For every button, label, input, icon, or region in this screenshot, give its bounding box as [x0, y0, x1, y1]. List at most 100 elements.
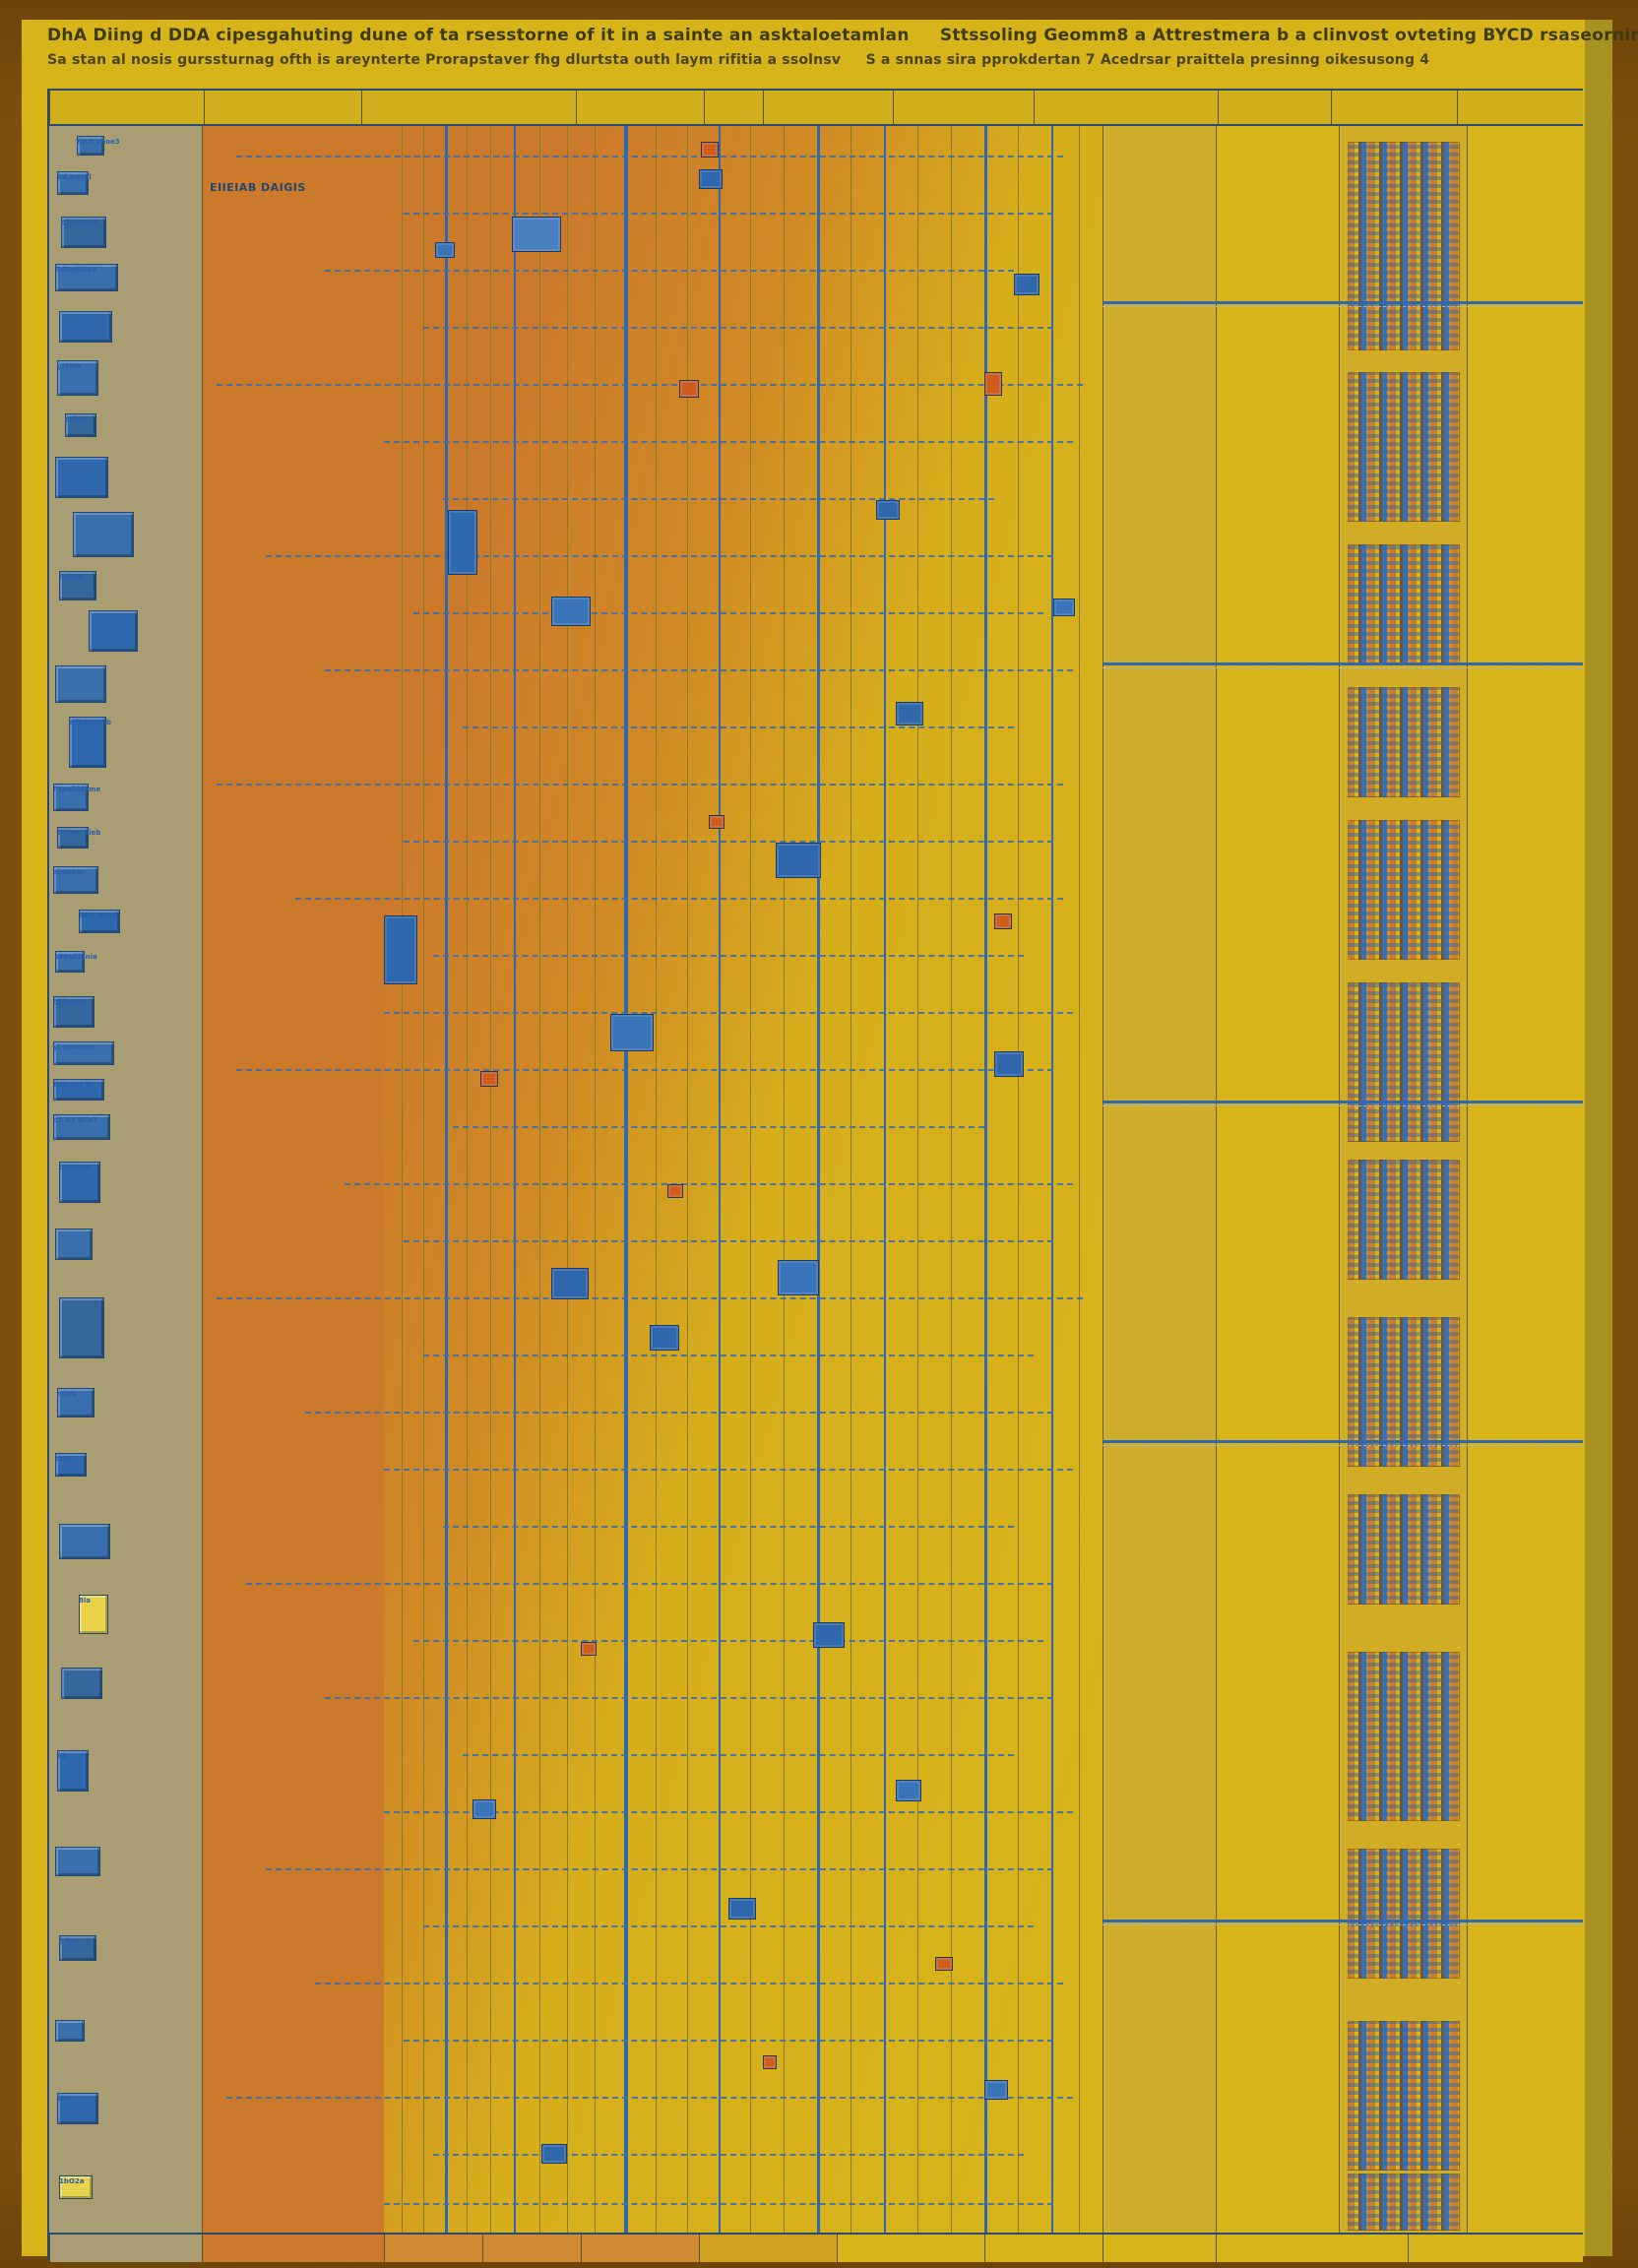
icon-cluster [1348, 982, 1460, 1142]
column-nio-velle [1216, 126, 1339, 2233]
specimen-label: 1bO2a [59, 2177, 85, 2185]
column-ruth-arva [1339, 126, 1467, 2233]
grid-vertical-line [750, 126, 751, 2233]
grid-horizontal-line [384, 1012, 1073, 1014]
title-line-2b: S a snnas sira pprokdertan 7 Acedrsar pr… [865, 52, 1430, 68]
grid-horizontal-line [325, 270, 1014, 272]
specimen-label: 8 ba [59, 1937, 77, 1945]
icon-cluster [1348, 2021, 1460, 2171]
grid-vertical-line [402, 126, 403, 2233]
specimen-label: ailbBece'lb [69, 719, 112, 726]
title-line-2a: Sa stan al nosis gurssturnag ofth is are… [47, 52, 842, 68]
specimen-label: Bahne dieb [57, 829, 101, 837]
grid-horizontal-line [384, 1811, 1073, 1813]
specimen-icon [69, 717, 106, 768]
specimen-icon [79, 1595, 108, 1634]
grid-horizontal-line [413, 1640, 1043, 1642]
grid-horizontal-line [404, 841, 1053, 843]
grid-horizontal-line [433, 955, 1024, 957]
column-header-cell [763, 91, 893, 126]
column-orange-title-layer: EIIEIAB DAIGIS [202, 126, 384, 2233]
icon-cluster [1348, 142, 1460, 350]
footer-cell [1408, 2235, 1583, 2262]
grid-data-box [935, 1957, 953, 1971]
icon-cluster [1348, 544, 1460, 664]
grid-vertical-line [719, 126, 721, 2233]
column-baun [1102, 126, 1216, 2233]
grid-data-box [384, 915, 417, 984]
grid-data-box [728, 1898, 756, 1920]
specimen-label: B89 [57, 2095, 73, 2103]
icon-cluster [1348, 1849, 1460, 1979]
grid-data-box [541, 2144, 567, 2164]
grid-data-box [472, 1799, 496, 1819]
grid-horizontal-line [423, 1354, 1034, 1356]
column-nbas [1467, 126, 1583, 2233]
specimen-label: d5 B3 BllaT [53, 1116, 97, 1124]
grid-vertical-line [984, 126, 987, 2233]
specimen-label: seaellldnia [55, 953, 97, 961]
specimen-icon [59, 1935, 96, 1961]
grid-vertical-line [784, 126, 785, 2233]
grid-data-box [896, 1780, 921, 1801]
specimen-label: Bsm asl lb [53, 1081, 94, 1089]
icon-cluster [1348, 1652, 1460, 1821]
footer-cell [699, 2235, 837, 2262]
specimen-icon [55, 457, 108, 498]
column-header-cell [204, 91, 361, 126]
grid-horizontal-line [295, 898, 1063, 900]
grid-data-box [551, 1268, 589, 1299]
grid-data-box [701, 142, 719, 158]
specimen-icon [55, 951, 85, 973]
specimen-icon [59, 1297, 104, 1358]
icon-cluster [1348, 372, 1460, 522]
grid-horizontal-line [423, 327, 1053, 329]
column-header-cell [1331, 91, 1457, 126]
grid-data-box [778, 1260, 819, 1295]
grid-vertical-line [817, 126, 820, 2233]
grid-vertical-line [656, 126, 657, 2233]
specimen-label: 6a,8 onoe3 [77, 138, 120, 146]
grid-horizontal-line [384, 441, 1073, 443]
title-line-1b: Sttssoling Geomm8 a Attrestmera b a clin… [939, 26, 1638, 45]
poster-right-margin-strip [1585, 20, 1612, 2256]
grid-vertical-line [624, 126, 628, 2233]
grid-data-box [667, 1184, 683, 1198]
icon-cluster [1348, 687, 1460, 797]
specimen-icon [53, 1079, 104, 1101]
specimen-icon [55, 1228, 93, 1260]
grid-data-box [994, 1051, 1024, 1077]
title-line-1a: DhA Diing d DDA cipesgahuting dune of ta… [47, 26, 910, 45]
grid-vertical-line [423, 126, 424, 2233]
column-header-cell [1218, 91, 1331, 126]
column-specimens: 6a,8 onoe3 Bd,emml oh'beubd 8d8rd0ile8 g… [49, 126, 202, 2233]
grid-horizontal-line [226, 2097, 1073, 2099]
grid-data-box [512, 217, 561, 252]
grid-horizontal-line [345, 1183, 1073, 1185]
grid-vertical-line [687, 126, 688, 2233]
grid-horizontal-line [315, 1983, 1063, 1984]
specimen-icon [57, 827, 89, 849]
grid-horizontal-line [236, 156, 1063, 158]
column-header-cell [893, 91, 1034, 126]
specimen-label: BBtl ,emd [79, 912, 117, 919]
column-header-cell [576, 91, 704, 126]
grid-horizontal-line [325, 1697, 1053, 1699]
grid-data-box [813, 1622, 845, 1648]
grid-vertical-line [951, 126, 952, 2233]
specimen-label: pdiea [65, 415, 87, 423]
icon-cluster [1348, 820, 1460, 960]
specimen-icon [53, 784, 89, 811]
title-line-1: DhA Diing d DDA cipesgahuting dune of ta… [47, 26, 1638, 45]
grid-data-box [1014, 274, 1040, 295]
column-header-cell [1034, 91, 1218, 126]
specimen-icon [53, 1114, 110, 1140]
grid-data-box [709, 815, 724, 829]
specimen-icon [59, 1162, 100, 1203]
footer-cell [1102, 2235, 1216, 2262]
specimen-label: yl ooooosn [53, 1043, 95, 1051]
grid-data-box [480, 1071, 498, 1087]
specimen-icon [57, 360, 98, 396]
specimen-icon [57, 171, 89, 195]
